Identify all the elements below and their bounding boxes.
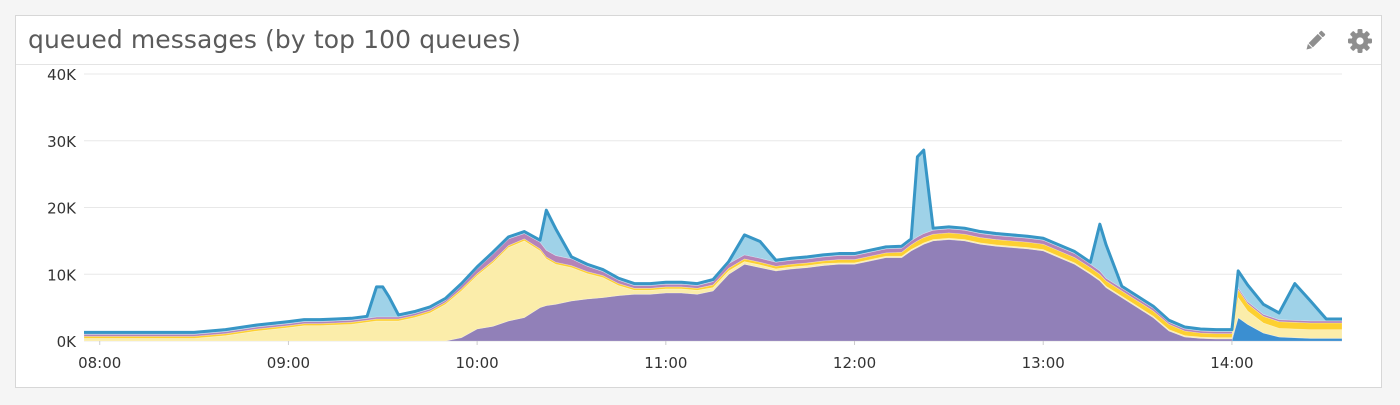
pencil-icon [1306,30,1326,50]
settings-button[interactable] [1347,28,1373,54]
y-tick-label: 20K [47,200,77,218]
area-layer [83,149,1343,342]
y-tick-label: 40K [47,66,77,84]
y-axis: 0K 10K 20K 30K 40K [47,66,77,351]
y-tick-label: 10K [47,266,77,284]
x-tick-label: 09:00 [267,354,310,372]
x-tick-label: 10:00 [456,354,499,372]
y-tick-label: 0K [57,333,78,351]
gear-icon [1348,29,1372,53]
x-tick-label: 13:00 [1022,354,1065,372]
series-area-1 [84,239,1342,342]
x-tick-label: 11:00 [644,354,687,372]
widget-header: queued messages (by top 100 queues) [16,16,1381,65]
series-area-3 [83,232,1343,339]
widget-title: queued messages (by top 100 queues) [28,25,522,54]
x-tick-label: 08:00 [78,354,121,372]
y-tick-label: 30K [47,133,77,151]
x-axis: 08:00 09:00 10:00 11:00 12:00 13:00 14:00 [78,341,1254,372]
x-tick-label: 14:00 [1210,354,1253,372]
x-tick-label: 12:00 [833,354,876,372]
edit-button[interactable] [1302,28,1328,54]
line-layer [84,148,1342,334]
total-outline [84,148,1342,334]
